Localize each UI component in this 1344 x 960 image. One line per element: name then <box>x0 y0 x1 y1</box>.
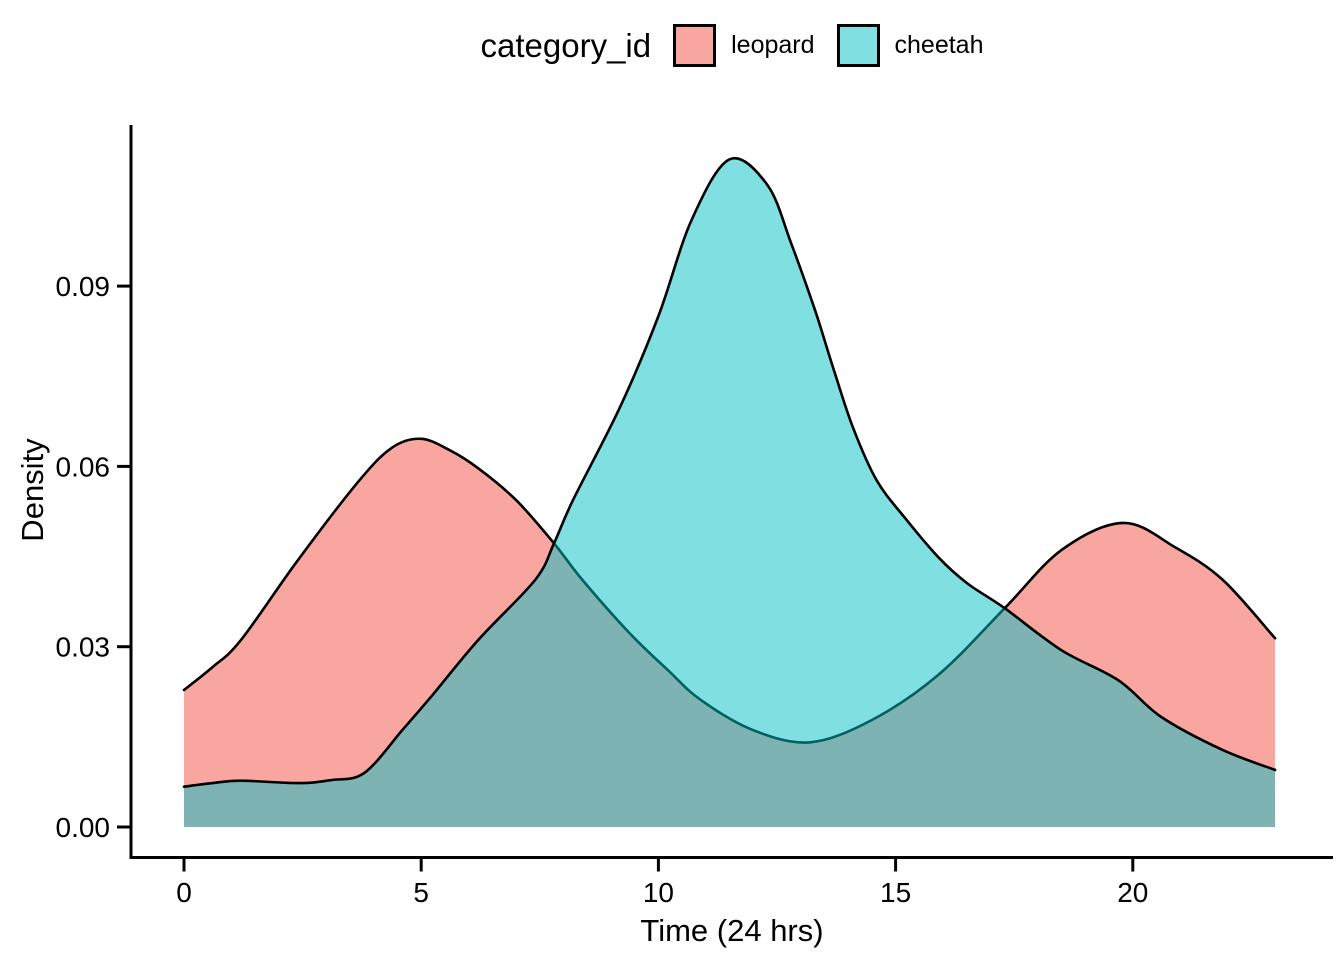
legend-entry-cheetah: cheetah <box>836 24 984 67</box>
legend-entry-leopard: leopard <box>673 24 815 67</box>
y-tick-label: 0.03 <box>56 632 111 663</box>
density-curve-cheetah <box>182 156 1277 788</box>
y-tick-label: 0.00 <box>56 812 111 843</box>
x-tick-label: 0 <box>176 877 192 908</box>
x-tick-label: 15 <box>880 877 911 908</box>
leopard-color-fill <box>676 27 714 64</box>
legend-title: category_id <box>480 26 652 64</box>
y-tick-label: 0.09 <box>56 271 111 302</box>
x-tick-label: 5 <box>413 877 429 908</box>
y-axis-title: Density <box>15 438 50 542</box>
cheetah-color-fill <box>839 27 877 64</box>
legend-label-leopard: leopard <box>731 31 815 59</box>
legend-label-cheetah: cheetah <box>894 31 984 59</box>
legend: category_id leopard cheetah <box>131 24 1333 67</box>
legend-swatch-leopard <box>673 24 717 67</box>
x-tick-label: 10 <box>643 877 674 908</box>
density-area-cheetah <box>184 158 1276 827</box>
y-tick-label: 0.06 <box>56 451 111 482</box>
x-tick-label: 20 <box>1117 877 1148 908</box>
x-axis-title: Time (24 hrs) <box>640 913 824 948</box>
legend-swatch-cheetah <box>836 24 880 67</box>
